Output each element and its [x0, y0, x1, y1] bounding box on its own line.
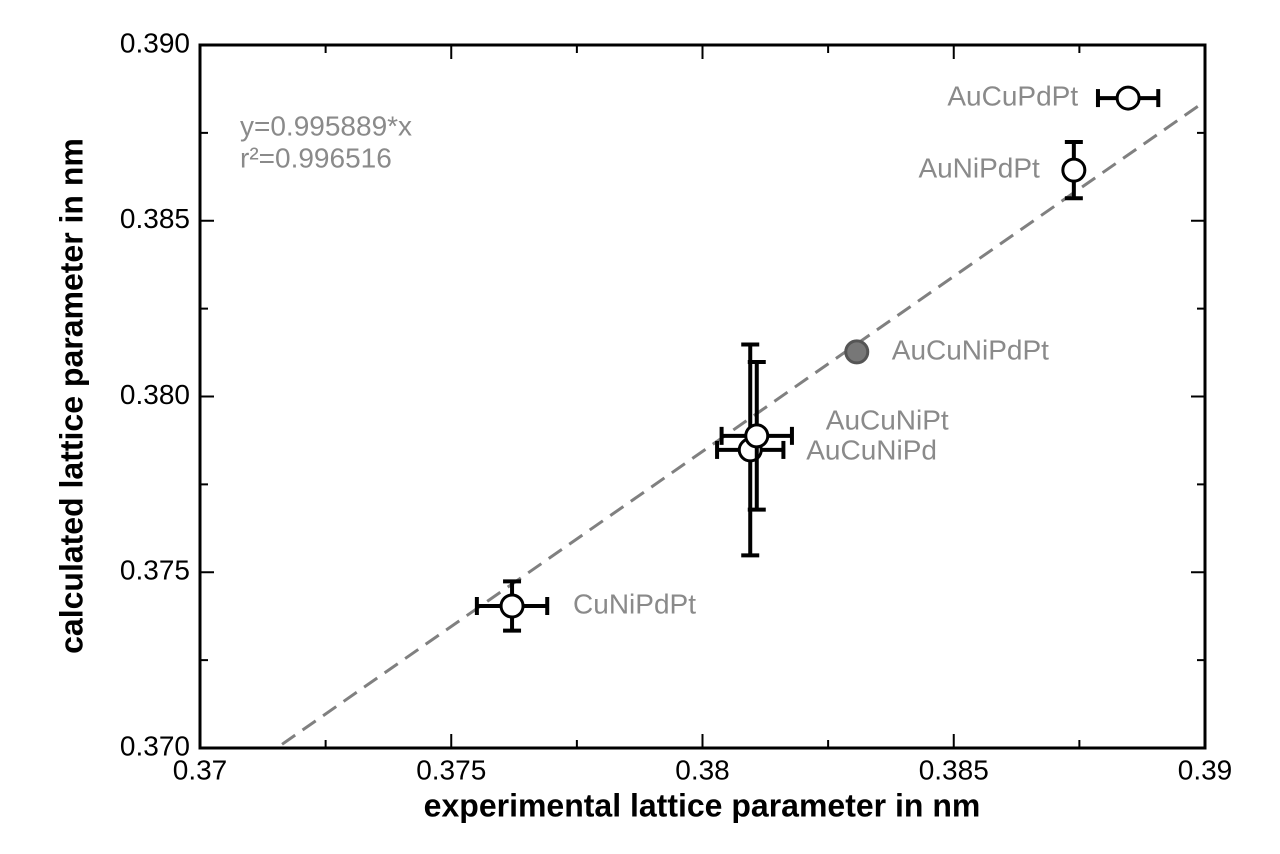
point-label: AuCuNiPdPt	[892, 334, 1049, 365]
point	[1061, 157, 1087, 183]
x-axis-title: experimental lattice parameter in nm	[424, 787, 981, 823]
x-tick-label: 0.375	[416, 754, 486, 785]
point	[744, 423, 770, 449]
point-label: CuNiPdPt	[573, 588, 696, 619]
point-label: AuCuNiPd	[806, 434, 937, 465]
x-tick-label: 0.38	[675, 754, 730, 785]
y-tick-label: 0.390	[120, 27, 190, 58]
x-tick-label: 0.39	[1178, 754, 1233, 785]
point-label: AuCuPdPt	[947, 80, 1078, 111]
annotation: r²=0.996516	[240, 142, 392, 173]
point	[844, 339, 870, 365]
y-tick-label: 0.370	[120, 730, 190, 761]
point-label: AuNiPdPt	[918, 153, 1040, 184]
point	[499, 593, 525, 619]
y-tick-label: 0.375	[120, 555, 190, 586]
x-tick-label: 0.37	[173, 754, 228, 785]
y-tick-label: 0.380	[120, 379, 190, 410]
point	[1115, 85, 1141, 111]
fit-line	[274, 100, 1205, 748]
y-axis-title: calculated lattice parameter in nm	[53, 138, 89, 654]
annotation: y=0.995889*x	[240, 110, 412, 141]
y-tick-label: 0.385	[120, 203, 190, 234]
point-label: AuCuNiPt	[826, 404, 949, 435]
x-tick-label: 0.385	[919, 754, 989, 785]
